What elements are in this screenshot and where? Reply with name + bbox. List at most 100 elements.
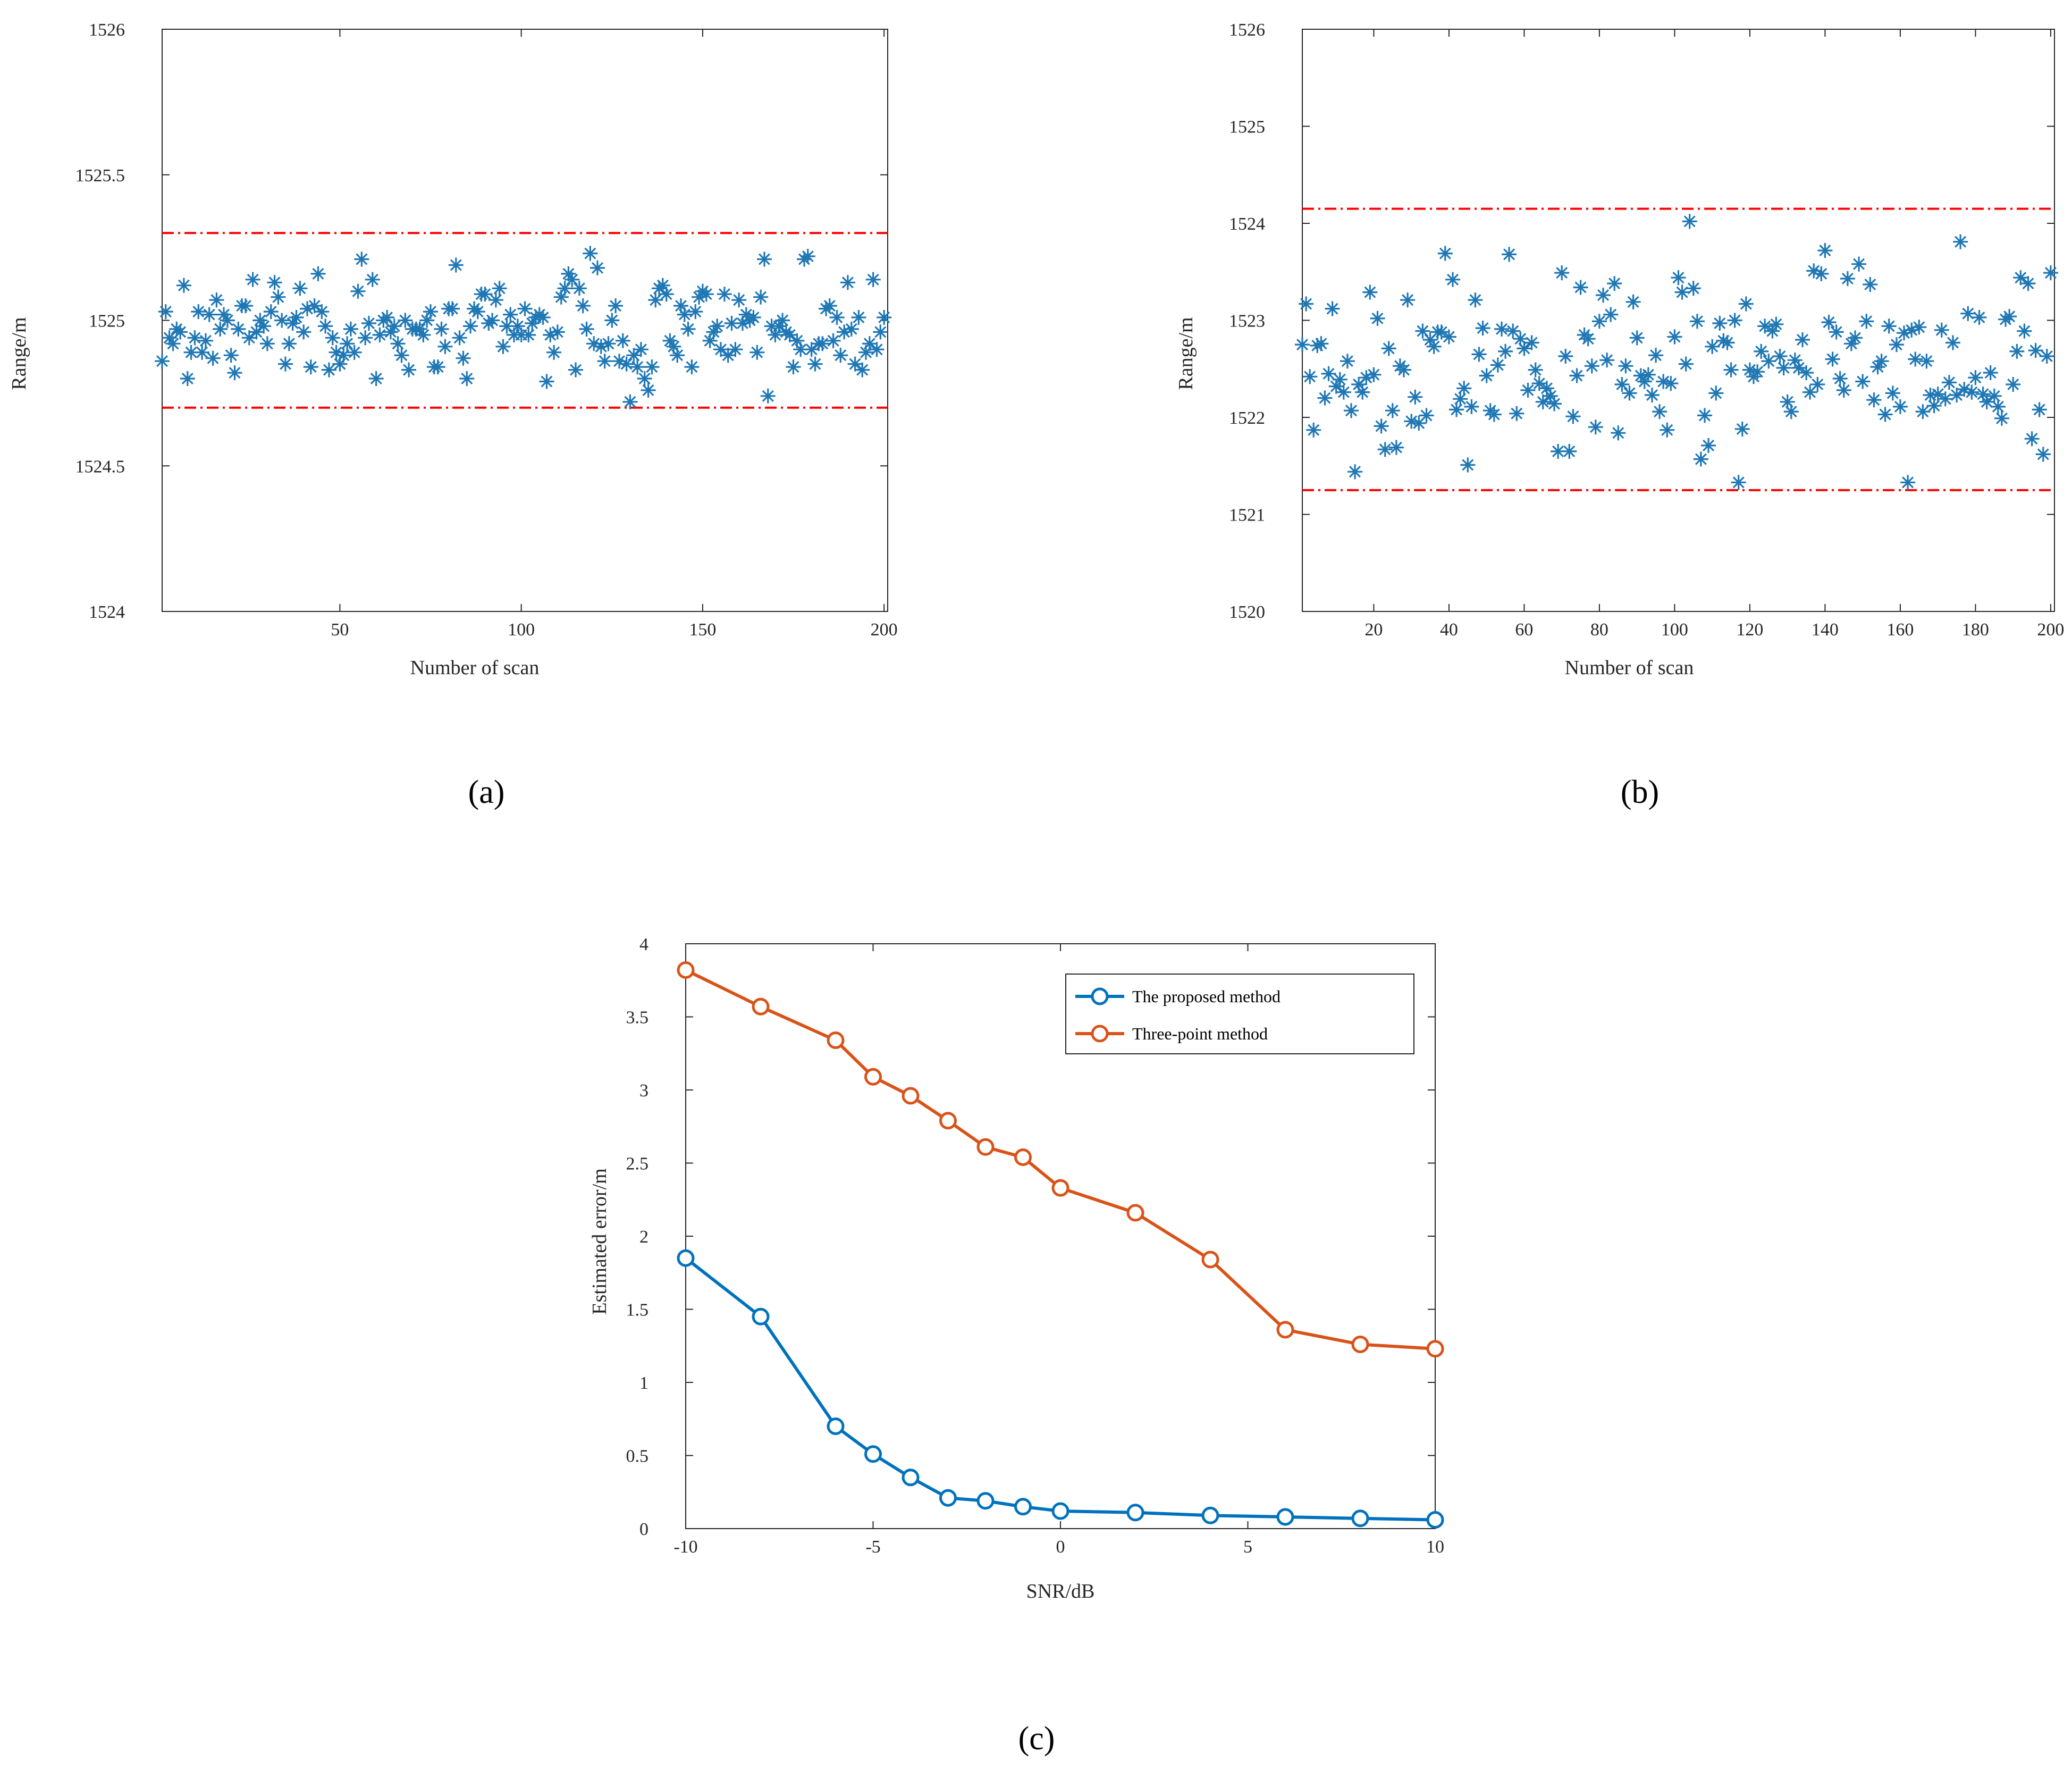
scatter-point: [1674, 284, 1690, 300]
scatter-point: [361, 316, 376, 331]
x-tick-label: 160: [1886, 620, 1914, 640]
scatter-point: [738, 307, 754, 322]
y-tick-label: 1526: [89, 20, 125, 40]
scatter-point: [1366, 367, 1382, 382]
scatter-point: [165, 336, 181, 351]
scatter-point: [1750, 364, 1765, 380]
scatter-point: [1817, 243, 1833, 258]
scatter-point: [1633, 368, 1648, 383]
scatter-point: [1979, 394, 1994, 409]
series-marker-proposed-method: [1051, 1502, 1069, 1520]
y-tick-label: 1525: [1229, 118, 1265, 137]
scatter-point: [1486, 407, 1502, 422]
scatter-point: [793, 342, 808, 357]
y-tick-label: 1520: [1229, 602, 1265, 622]
scatter-point: [706, 324, 721, 340]
scatter-point: [550, 324, 565, 340]
scatter-point: [1787, 353, 1803, 368]
scatter-point: [1362, 284, 1378, 300]
scatter-point: [1859, 314, 1874, 329]
x-tick-label: 200: [2037, 620, 2064, 640]
scatter-point: [416, 327, 431, 342]
scatter-point: [1791, 360, 1806, 375]
scatter-point: [292, 281, 308, 296]
scatter-point: [1990, 399, 2006, 414]
scatter-point: [782, 327, 797, 342]
scatter-point: [162, 330, 177, 346]
scatter-point: [840, 275, 855, 290]
scatter-point: [1299, 296, 1314, 312]
scatter-point: [1843, 336, 1859, 351]
scatter-point: [1656, 374, 1671, 389]
scatter-point: [862, 336, 877, 351]
chart-c-error-vs-snr: -10 -5 0 5 10 0 0.5 1 1.5 2 2.5 3 3.5 4 SNR/dB Estimate…: [588, 935, 1444, 1603]
scatter-point: [720, 348, 736, 363]
scatter-point: [1629, 330, 1645, 346]
scatter-point: [1317, 390, 1333, 406]
scatter-point: [1573, 280, 1588, 295]
scatter-point: [1960, 306, 1976, 321]
scatter-point: [470, 304, 485, 320]
scatter-point: [213, 321, 228, 337]
scatter-point: [1618, 358, 1633, 374]
scatter-point: [1302, 369, 1318, 384]
scatter-point: [347, 345, 362, 360]
scatter-point: [1295, 337, 1310, 353]
scatter-point: [1531, 376, 1547, 391]
scatter-point: [231, 321, 246, 337]
scatter-point: [757, 251, 772, 267]
series-marker-proposed-method: [976, 1492, 995, 1510]
scatter-point: [390, 336, 406, 351]
scatter-point: [329, 345, 344, 360]
scatter-point: [368, 371, 384, 386]
scatter-point: [648, 292, 663, 308]
scatter-point: [1441, 329, 1456, 345]
scatter-point: [525, 316, 540, 331]
scatter-point: [1558, 349, 1573, 364]
scatter-point: [844, 321, 859, 337]
scatter-point: [1821, 315, 1837, 330]
scatter-point: [1892, 399, 1908, 414]
x-tick-label: 40: [1440, 620, 1458, 640]
series-marker-three-point-method: [752, 997, 770, 1016]
scatter-point: [557, 281, 572, 296]
scatter-point: [241, 330, 257, 346]
scatter-point: [1783, 404, 1799, 420]
scatter-point: [289, 310, 304, 325]
series-marker-proposed-method: [1126, 1504, 1144, 1522]
scatter-point: [615, 333, 630, 348]
scatter-point: [633, 342, 648, 357]
scatter-point: [223, 348, 239, 363]
scatter-point: [1614, 377, 1630, 392]
series-marker-proposed-method: [1201, 1506, 1219, 1524]
scatter-point: [1772, 349, 1788, 364]
scatter-point: [786, 359, 801, 375]
scatter-point: [2017, 323, 2032, 339]
scatter-point: [1874, 354, 1889, 369]
scatter-point: [1347, 464, 1363, 480]
scatter-point: [463, 318, 478, 334]
scatter-point: [245, 272, 260, 287]
scatter-point: [173, 324, 188, 340]
series-marker-three-point-method: [1051, 1179, 1069, 1197]
scatter-point: [680, 321, 696, 337]
scatter-point: [1524, 335, 1539, 350]
scatter-point: [1836, 382, 1851, 398]
scatter-point: [546, 345, 562, 360]
scatter-point: [1445, 272, 1460, 287]
scatter-point: [1584, 358, 1599, 374]
scatter-point: [590, 260, 605, 275]
scatter-point: [1344, 403, 1359, 418]
scatter-point: [543, 327, 558, 342]
scatter-point: [2002, 309, 2017, 324]
scatter-point: [434, 321, 449, 337]
scatter-point: [659, 287, 674, 302]
legend-marker-three-point-method: [1091, 1025, 1109, 1043]
scatter-point: [1889, 337, 1904, 353]
scatter-point: [259, 336, 275, 351]
scatter-point: [495, 339, 511, 354]
scatter-point: [372, 327, 388, 342]
scatter-point: [1915, 404, 1931, 420]
scatter-point: [1351, 377, 1367, 392]
y-tick-label: 1521: [1229, 506, 1265, 525]
